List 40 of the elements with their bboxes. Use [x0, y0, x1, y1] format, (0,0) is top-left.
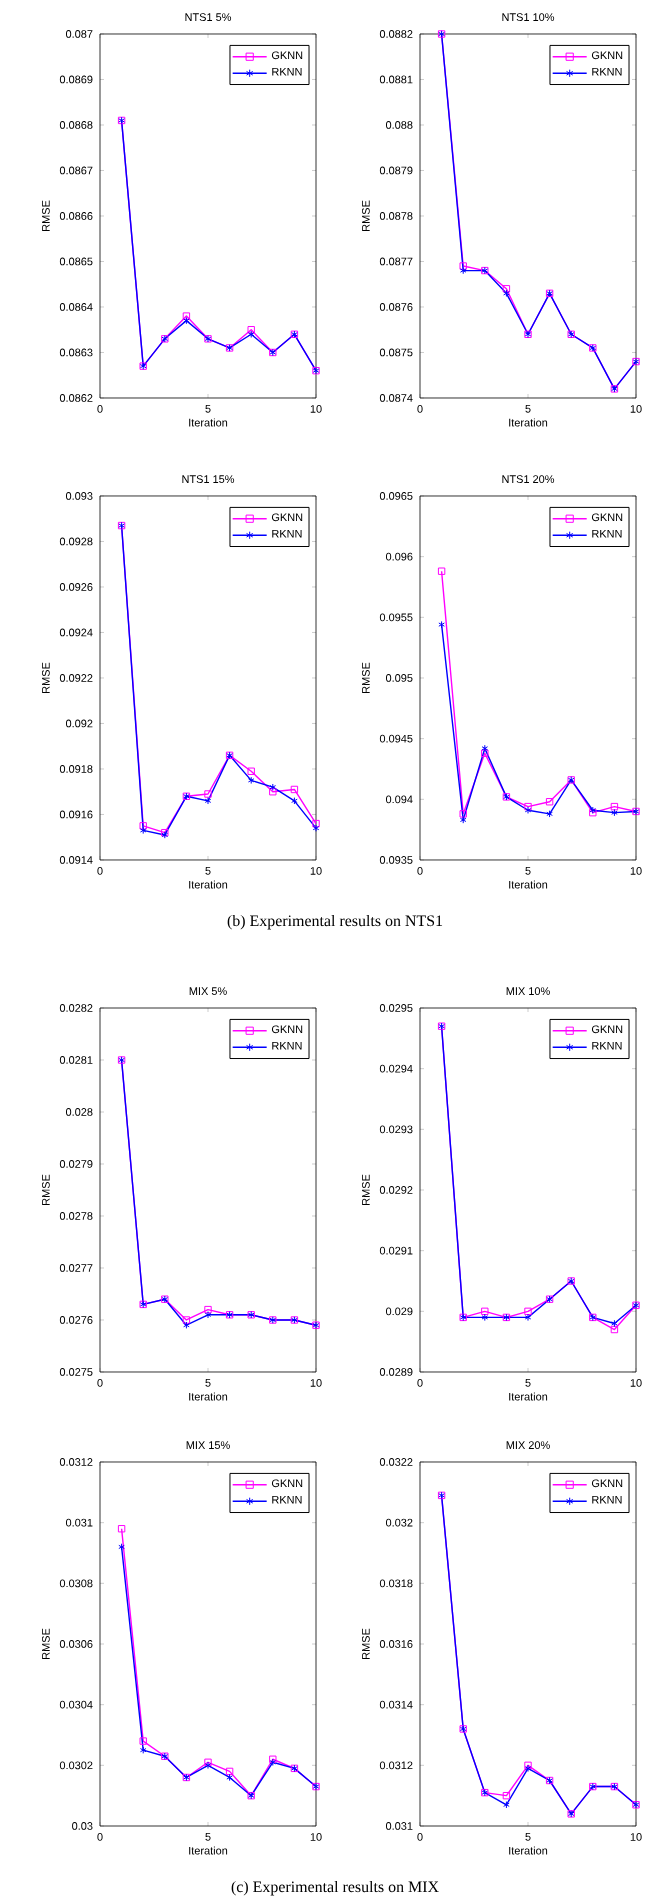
point — [502, 285, 511, 293]
point — [611, 808, 618, 817]
point — [481, 1307, 489, 1316]
point — [204, 1311, 212, 1319]
point — [226, 1773, 233, 1782]
point — [524, 1313, 532, 1322]
point — [481, 744, 489, 753]
point — [139, 1746, 147, 1754]
point — [182, 1316, 191, 1324]
point — [204, 797, 212, 805]
point — [290, 785, 299, 794]
point — [183, 316, 190, 325]
point — [139, 826, 147, 835]
point — [459, 266, 467, 275]
point — [503, 1801, 510, 1809]
point — [459, 262, 467, 270]
point — [139, 1737, 147, 1745]
point — [291, 797, 298, 805]
point — [524, 1307, 532, 1316]
point — [502, 1791, 511, 1800]
point — [459, 816, 467, 824]
point — [204, 1305, 212, 1314]
point — [225, 1767, 234, 1776]
point — [611, 1319, 618, 1328]
point — [459, 810, 467, 818]
point — [481, 749, 489, 757]
point — [204, 790, 212, 798]
point — [481, 1313, 489, 1322]
point — [610, 802, 619, 811]
point — [183, 1321, 190, 1329]
point — [139, 822, 147, 830]
point — [610, 1325, 619, 1334]
point — [182, 312, 191, 320]
point — [545, 798, 554, 806]
point — [269, 783, 277, 791]
point — [269, 788, 277, 796]
point — [247, 767, 255, 775]
point — [247, 776, 255, 785]
point — [503, 289, 510, 298]
point — [546, 810, 553, 818]
